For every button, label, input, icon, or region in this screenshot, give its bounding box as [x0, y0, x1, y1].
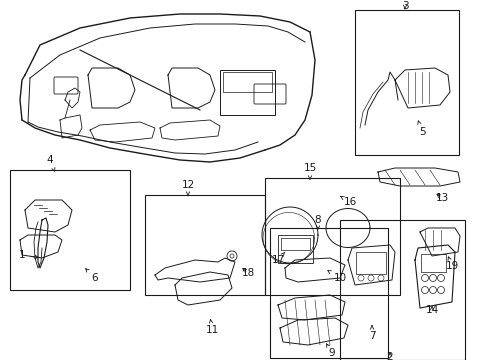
Text: 17: 17 [271, 252, 284, 265]
Bar [10, 170, 130, 290]
Text: 16: 16 [340, 196, 356, 207]
Text: 15: 15 [303, 163, 316, 179]
Text: 14: 14 [425, 305, 438, 315]
Bar [339, 220, 464, 360]
Bar [145, 195, 264, 295]
Text: 12: 12 [181, 180, 194, 195]
Text: 19: 19 [445, 257, 458, 271]
Text: 11: 11 [205, 319, 218, 335]
Text: 8: 8 [314, 215, 321, 229]
Bar [278, 235, 312, 263]
Text: 13: 13 [434, 193, 447, 203]
Bar [354, 10, 458, 155]
Text: 4: 4 [46, 155, 55, 171]
Bar [281, 238, 309, 250]
Bar [223, 72, 271, 92]
Bar [420, 254, 445, 272]
Text: 18: 18 [241, 268, 254, 278]
Text: 5: 5 [417, 121, 425, 137]
Text: 3: 3 [401, 1, 407, 11]
Text: 1: 1 [19, 250, 38, 260]
Bar [220, 70, 274, 115]
Text: 7: 7 [368, 325, 375, 341]
Text: 9: 9 [326, 344, 335, 358]
Bar [269, 228, 387, 358]
Text: 10: 10 [327, 270, 346, 283]
Bar [355, 252, 385, 274]
Text: 2: 2 [386, 352, 392, 360]
Text: 6: 6 [85, 269, 98, 283]
Bar [264, 178, 399, 295]
